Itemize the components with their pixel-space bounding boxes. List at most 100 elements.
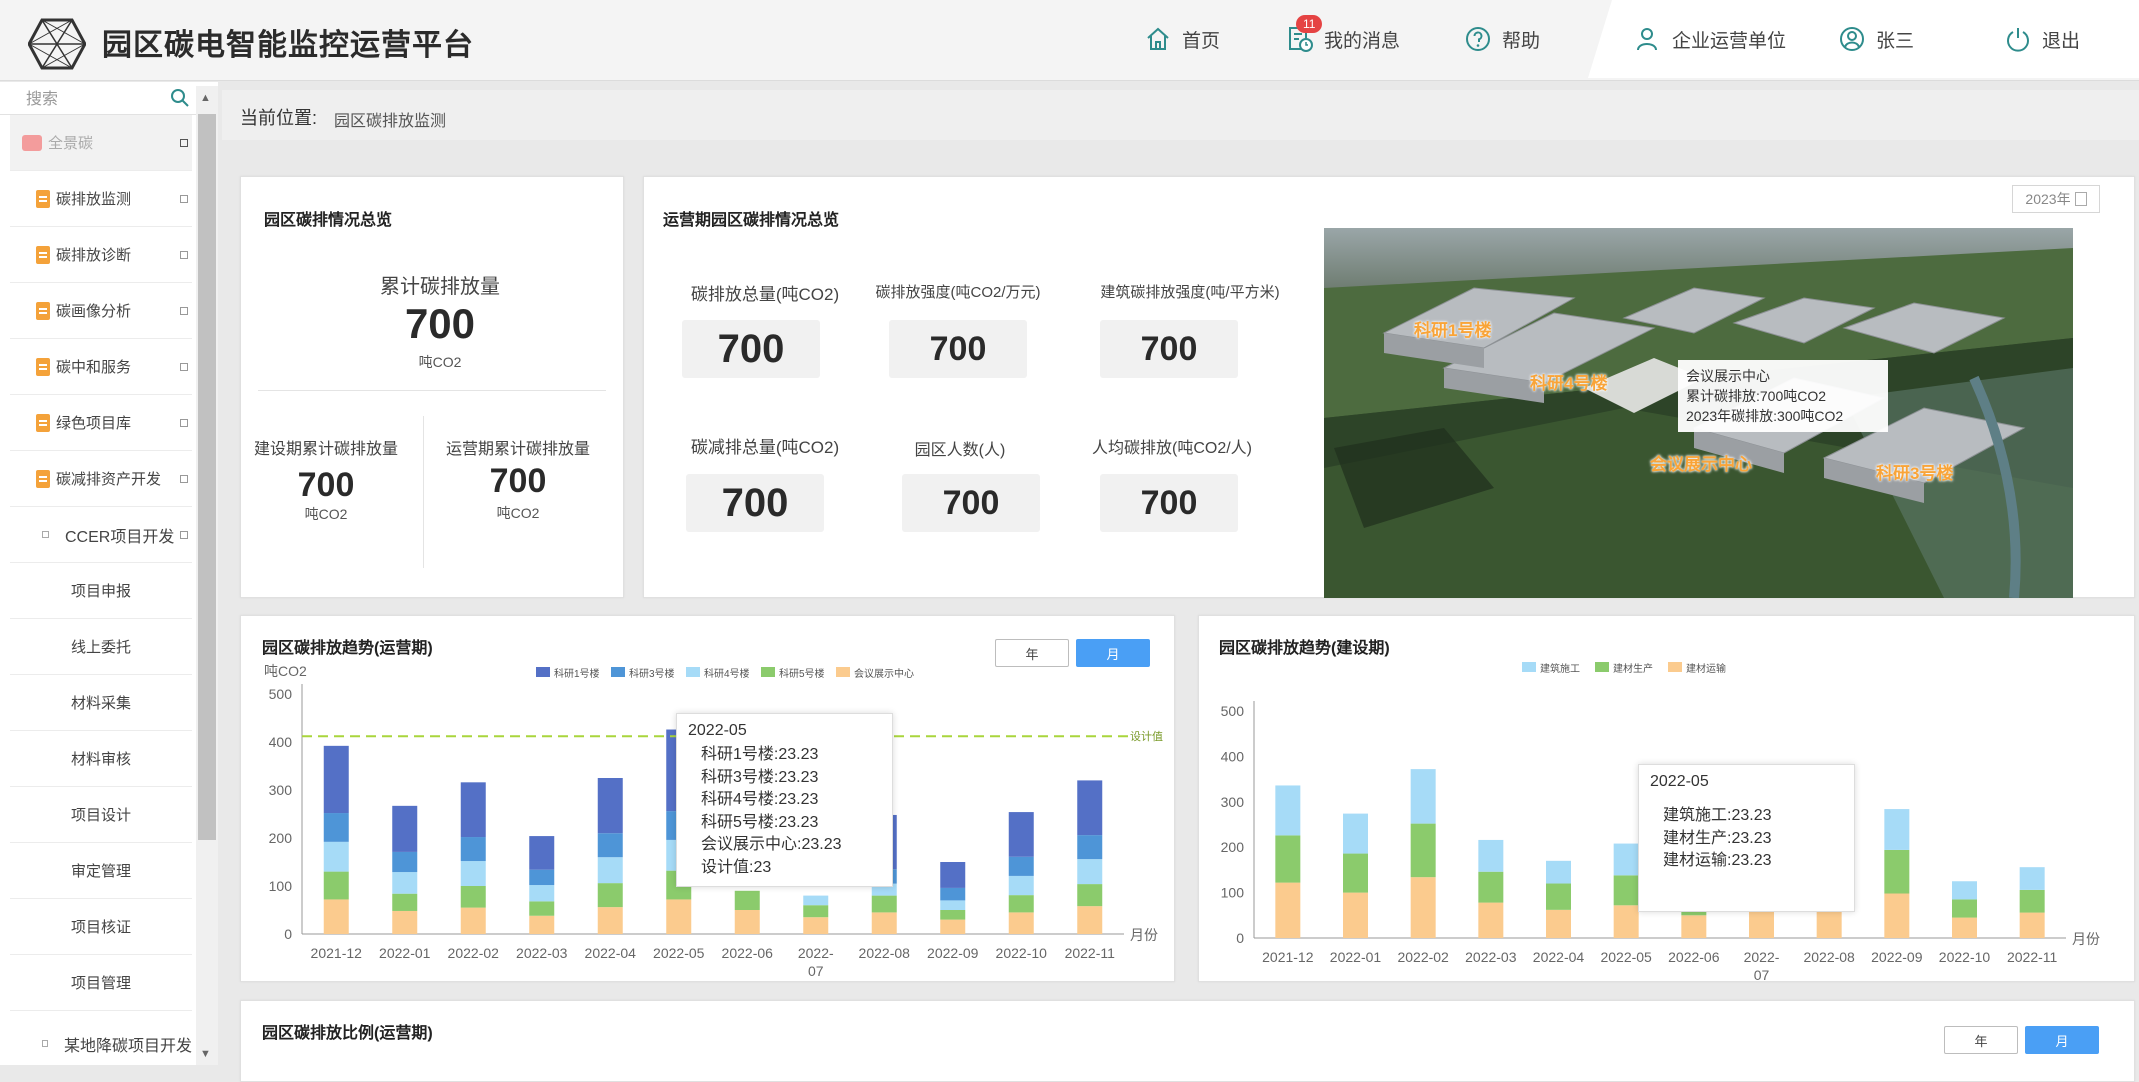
year-select[interactable]: 2023年 [2012,185,2100,213]
x-tick-label: 2021-12 [311,945,363,961]
build-label: 建设期累计碳排放量 [253,441,398,458]
stat-label: 建筑碳排放强度(吨/平方米) [1100,284,1280,301]
nav-org[interactable]: 企业运营单位 [1634,22,1786,56]
scroll-up-icon[interactable]: ▲ [200,92,211,104]
sidebar-subitem[interactable]: 项目设计 [10,787,192,843]
clipboard-icon [36,189,50,208]
sidebar-item-neutral[interactable]: 碳中和服务 [10,339,192,395]
bar-segment [460,837,486,862]
calendar-icon [2074,192,2087,206]
nav-help[interactable]: 帮助 [1464,22,1540,56]
ratio-title: 园区碳排放比例(运营期) [262,1025,433,1042]
building-label[interactable]: 科研3号楼 [1876,464,1954,483]
sidebar-item-overview[interactable]: 全景碳 [10,115,192,171]
x-tick-label: 2022-08 [1803,949,1855,965]
sidebar-item-portrait[interactable]: 碳画像分析 [10,283,192,339]
expand-icon [180,530,188,539]
bar-segment [1077,780,1103,836]
overview-icon [22,134,42,151]
ratio-toggle-month[interactable]: 月 [2025,1026,2099,1054]
bar-segment [1410,823,1436,878]
sidebar-item-local[interactable]: 某地降碳项目开发 [10,1016,192,1071]
bar-segment [1681,910,1707,916]
bar-segment [940,862,966,888]
ops-overview-title: 运营期园区碳排情况总览 [663,212,840,229]
nav-home[interactable]: 首页 [1144,22,1220,56]
sidebar-item-asset-dev[interactable]: 碳减排资产开发 [10,451,192,507]
nav-messages[interactable]: 我的消息 [1286,22,1400,56]
toggle-month[interactable]: 月 [1076,639,1150,667]
stat-label: 碳排放总量(吨CO2) [690,285,840,304]
ratio-toggle-year[interactable]: 年 [1944,1026,2018,1054]
y-tick-label: 500 [269,686,293,702]
org-user-icon [1637,28,1657,51]
y-tick-label: 100 [1221,885,1245,901]
nav-logout[interactable]: 退出 [2004,22,2080,56]
tooltip-line: 建材运输:23.23 [1663,852,1772,869]
sidebar-item-diagnose[interactable]: 碳排放诊断 [10,227,192,283]
sidebar-subitem[interactable]: 材料审核 [10,731,192,787]
bar-segment [323,813,349,842]
message-icon [1289,27,1313,52]
build-unit: 吨CO2 [304,506,348,522]
bar-segment [1275,882,1301,938]
breadcrumb-current[interactable]: 园区碳排放监测 [334,113,447,130]
stat-value: 700 [1100,320,1238,378]
bar-segment [1884,809,1910,850]
cumulative-value: 700 [404,300,476,347]
legend-swatch [536,667,550,677]
bar-segment [1884,849,1910,894]
x-axis-unit: 月份 [1130,927,1158,943]
bar-segment [1478,839,1504,872]
building-label[interactable]: 科研4号楼 [1530,374,1608,393]
ops-unit: 吨CO2 [496,505,540,521]
bar-segment [392,851,418,873]
sidebar-subitem[interactable]: 项目管理 [10,955,192,1011]
building-label[interactable]: 会议展示中心 [1650,455,1752,474]
bar-segment [940,919,966,934]
scroll-down-icon[interactable]: ▼ [200,1048,211,1060]
nav-user[interactable]: 张三 [1838,22,1914,56]
sidebar-subitem[interactable]: 线上委托 [10,619,192,675]
bar-segment [1478,902,1504,938]
sidebar-subitem[interactable]: 审定管理 [10,843,192,899]
bar-segment [529,869,555,886]
sidebar-subitem[interactable]: 材料采集 [10,675,192,731]
sidebar-subitem[interactable]: 项目申报 [10,563,192,619]
sidebar-search [0,84,196,115]
bar-segment [1952,881,1977,900]
clipboard-icon [36,301,50,320]
tooltip-title: 2022-05 [1650,773,1709,790]
building-label[interactable]: 科研1号楼 [1414,321,1492,340]
x-tick-label: 2022-10 [1939,949,1991,965]
sidebar-subitem[interactable]: 项目核证 [10,899,192,955]
x-tick-label: 2022-02 [1397,949,1449,965]
divider [258,390,606,391]
trend-build-chart[interactable]: 0 100 200 300 400 500 月份 2021-12 2022-01 2022-02 2… [1210,650,2130,980]
bar-segment [940,900,966,910]
bar-segment [1884,893,1910,938]
search-icon[interactable] [170,88,190,108]
toggle-year[interactable]: 年 [995,639,1069,667]
year-select-value: 2023年 [2025,191,2071,207]
expand-icon [180,474,188,483]
trend-ops-chart[interactable]: 0 100 200 300 400 500 吨CO2 月份 2021-12 2022-01 2022… [258,660,1168,980]
bar-segment [460,907,486,934]
search-input[interactable] [24,88,168,112]
sidebar-item-monitor[interactable]: 碳排放监测 [10,171,192,227]
campus-aerial-image[interactable] [1324,228,2073,598]
bar-segment [1008,912,1034,934]
user-icon [1840,27,1864,51]
bar-segment [1681,915,1707,938]
sidebar-item-green-lib[interactable]: 绿色项目库 [10,395,192,451]
sidebar-item-label: CCER项目开发 [65,528,175,546]
legend-label: 建材运输 [1686,662,1726,675]
sidebar-item-ccer[interactable]: CCER项目开发 [10,507,192,563]
bar-segment [1077,835,1103,860]
legend-swatch [611,667,625,677]
sidebar-scroll-thumb[interactable] [198,114,216,840]
bar-segment [2019,867,2045,890]
bar-segment [1546,860,1571,884]
trend-build-title: 园区碳排放趋势(建设期) [1219,640,1390,657]
bar-segment [392,805,418,852]
